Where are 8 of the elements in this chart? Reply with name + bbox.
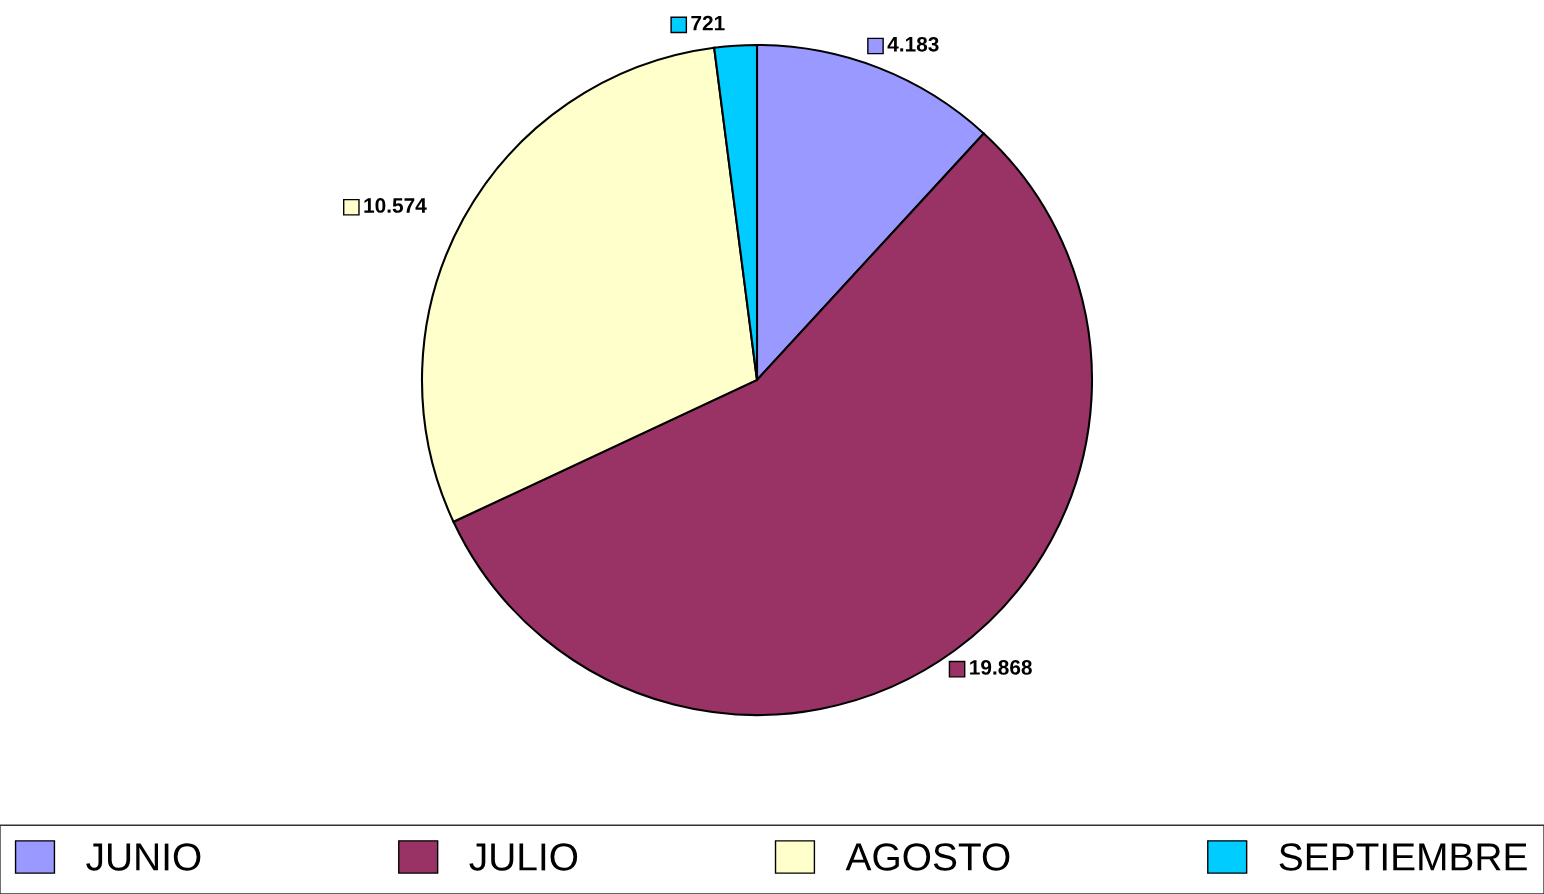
legend-label: JULIO: [469, 843, 578, 871]
legend-label: AGOSTO: [845, 843, 1010, 871]
data-label: 10.574: [364, 198, 427, 213]
legend-label: SEPTIEMBRE: [1279, 843, 1527, 871]
data-label: 19.868: [970, 660, 1032, 675]
legend-label: JUNIO: [86, 843, 201, 871]
data-label: 4.183: [887, 36, 939, 52]
data-label: 721: [691, 15, 725, 31]
